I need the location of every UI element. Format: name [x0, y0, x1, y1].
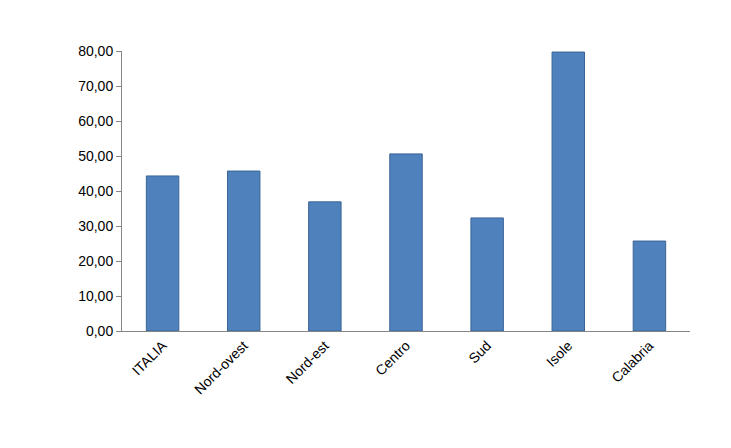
- svg-text:Calabria: Calabria: [608, 337, 656, 385]
- svg-text:30,00: 30,00: [78, 218, 113, 234]
- svg-text:Nord-est: Nord-est: [283, 337, 332, 386]
- svg-text:ITALIA: ITALIA: [129, 337, 170, 378]
- svg-text:70,00: 70,00: [78, 78, 113, 94]
- svg-text:20,00: 20,00: [78, 253, 113, 269]
- svg-text:80,00: 80,00: [78, 43, 113, 59]
- svg-text:50,00: 50,00: [78, 148, 113, 164]
- svg-text:10,00: 10,00: [78, 288, 113, 304]
- svg-text:60,00: 60,00: [78, 113, 113, 129]
- svg-text:0,00: 0,00: [86, 323, 113, 339]
- svg-text:Isole: Isole: [543, 337, 575, 369]
- svg-text:Nord-ovest: Nord-ovest: [191, 337, 251, 397]
- svg-text:Centro: Centro: [372, 337, 413, 378]
- svg-text:40,00: 40,00: [78, 183, 113, 199]
- svg-text:Sud: Sud: [465, 338, 494, 367]
